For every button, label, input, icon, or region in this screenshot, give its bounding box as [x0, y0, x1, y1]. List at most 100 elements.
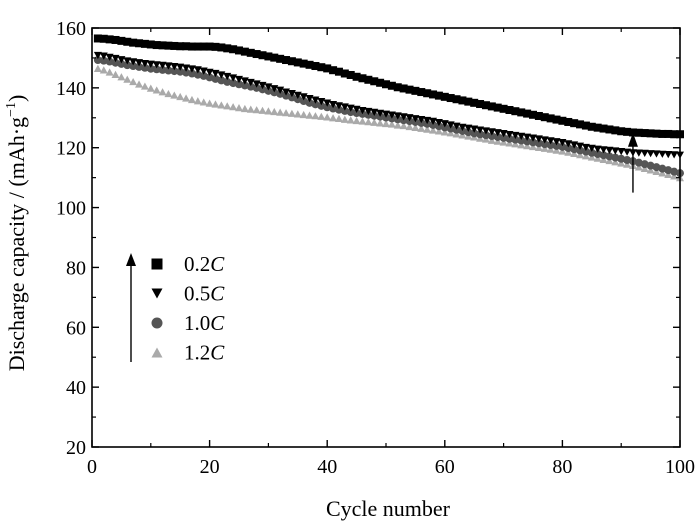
data-point-0.2C — [440, 92, 449, 101]
data-point-0.5C — [246, 78, 255, 87]
data-point-1.2C — [564, 148, 573, 156]
data-point-1.2C — [529, 142, 537, 151]
data-point-0.2C — [382, 80, 390, 89]
data-point-0.5C — [111, 54, 120, 63]
legend-marker-1.0C — [151, 317, 163, 329]
data-point-1.2C — [135, 80, 144, 88]
data-point-1.0C — [152, 65, 161, 74]
series-1.2C-points — [93, 64, 684, 182]
data-point-0.2C — [117, 36, 126, 45]
data-point-1.2C — [546, 145, 555, 153]
data-point-0.2C — [93, 34, 102, 43]
data-point-0.2C — [252, 50, 261, 59]
data-point-1.0C — [182, 68, 191, 77]
data-point-0.2C — [311, 62, 320, 71]
data-point-1.0C — [499, 133, 508, 142]
data-point-0.5C — [605, 146, 614, 155]
data-point-1.2C — [193, 97, 202, 105]
data-point-1.2C — [599, 155, 608, 163]
y-tick-label: 80 — [66, 257, 86, 279]
data-point-1.2C — [382, 119, 390, 128]
y-tick-label: 60 — [66, 317, 86, 339]
data-point-1.2C — [352, 116, 361, 125]
data-point-1.2C — [440, 128, 449, 136]
data-point-1.0C — [123, 61, 132, 70]
data-point-1.2C — [205, 99, 214, 107]
x-tick-label: 40 — [317, 456, 337, 478]
data-point-0.2C — [581, 121, 590, 130]
data-point-0.2C — [399, 84, 408, 93]
data-point-0.2C — [152, 41, 161, 50]
data-point-0.2C — [611, 126, 620, 135]
data-point-0.5C — [99, 52, 108, 60]
data-point-1.2C — [264, 107, 273, 115]
data-point-1.2C — [182, 94, 191, 102]
data-point-0.2C — [411, 86, 420, 95]
legend-label-number: 1.0 — [184, 311, 210, 335]
y-axis-title-exponent: −1 — [4, 102, 19, 117]
data-point-0.5C — [670, 151, 679, 159]
data-point-0.2C — [628, 128, 637, 137]
data-point-0.2C — [517, 108, 526, 117]
data-point-1.2C — [346, 116, 355, 124]
data-point-0.2C — [352, 72, 361, 81]
data-point-0.2C — [287, 57, 296, 66]
data-point-1.2C — [334, 114, 343, 122]
y-tick-label: 120 — [56, 138, 86, 160]
data-point-0.5C — [358, 107, 367, 115]
data-point-1.2C — [93, 64, 102, 73]
data-point-1.0C — [176, 67, 185, 76]
data-point-0.2C — [387, 81, 396, 90]
data-point-1.2C — [117, 73, 126, 81]
data-point-1.0C — [511, 135, 520, 144]
data-point-0.2C — [670, 130, 679, 139]
data-point-1.2C — [523, 142, 532, 150]
data-point-0.5C — [487, 128, 496, 136]
data-point-0.5C — [587, 144, 596, 152]
data-point-0.5C — [123, 57, 132, 65]
data-point-0.2C — [617, 127, 626, 136]
data-marks — [93, 34, 684, 182]
data-point-0.2C — [223, 44, 232, 53]
data-point-0.5C — [205, 68, 214, 76]
data-point-1.0C — [505, 134, 514, 143]
data-point-0.5C — [411, 115, 420, 123]
data-point-0.2C — [499, 104, 508, 113]
data-point-0.2C — [176, 42, 185, 51]
data-point-1.2C — [305, 111, 314, 119]
data-point-0.5C — [387, 111, 396, 119]
legend: 0.2C0.5C1.0C1.2C — [126, 252, 225, 365]
data-point-0.2C — [658, 129, 667, 138]
data-point-0.5C — [364, 107, 373, 116]
data-point-1.2C — [429, 126, 438, 134]
data-point-1.0C — [129, 62, 138, 71]
data-point-0.2C — [334, 67, 343, 76]
data-point-0.2C — [305, 60, 314, 69]
data-point-0.5C — [152, 61, 161, 69]
data-point-0.5C — [193, 66, 202, 74]
data-point-0.2C — [458, 96, 467, 105]
data-point-0.2C — [487, 102, 496, 111]
x-tick-label: 0 — [87, 456, 97, 478]
data-point-0.5C — [634, 149, 643, 157]
data-point-0.2C — [323, 64, 332, 73]
data-point-0.5C — [229, 74, 238, 82]
legend-label-unit: C — [210, 252, 225, 276]
data-point-0.2C — [282, 56, 291, 65]
y-axis-title: Discharge capacity / (mAh·g−1) — [4, 95, 29, 372]
legend-arrow-head — [126, 253, 136, 266]
data-point-1.0C — [146, 64, 155, 73]
data-point-1.0C — [523, 137, 532, 146]
data-point-1.2C — [223, 102, 232, 110]
data-point-1.2C — [446, 129, 455, 137]
legend-label-unit: C — [210, 341, 225, 365]
data-point-0.5C — [105, 53, 114, 61]
data-point-0.5C — [129, 58, 138, 66]
data-point-0.5C — [311, 96, 320, 104]
data-point-0.5C — [135, 59, 144, 67]
data-point-1.0C — [540, 140, 549, 149]
annotations — [627, 132, 638, 193]
data-point-0.5C — [664, 150, 673, 159]
legend-item-0.5C: 0.5C — [151, 282, 225, 306]
data-point-1.2C — [323, 113, 332, 121]
